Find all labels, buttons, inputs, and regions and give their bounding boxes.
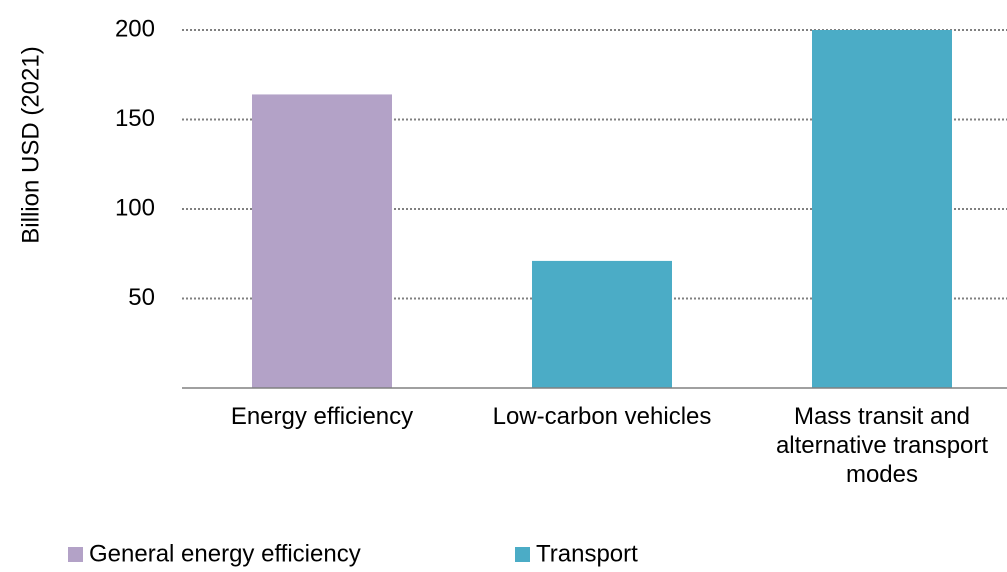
y-tick-label: 150 [115, 105, 155, 132]
bar [252, 94, 392, 388]
y-tick-label: 200 [115, 15, 155, 42]
legend-swatch [68, 547, 83, 562]
x-tick-label: Energy efficiency [230, 403, 414, 430]
y-axis-label: Billion USD (2021) [17, 46, 44, 243]
y-tick-label: 100 [115, 194, 155, 221]
y-tick-label: 50 [128, 284, 155, 311]
x-tick-label: Low-carbon vehicles [492, 403, 712, 430]
legend-label: General energy efficiency [89, 540, 361, 567]
legend-label: Transport [536, 540, 638, 567]
bar [812, 30, 952, 388]
bar [532, 260, 672, 388]
x-tick-label: Mass transit and alternative transport m… [775, 403, 989, 488]
legend-swatch [515, 547, 530, 562]
